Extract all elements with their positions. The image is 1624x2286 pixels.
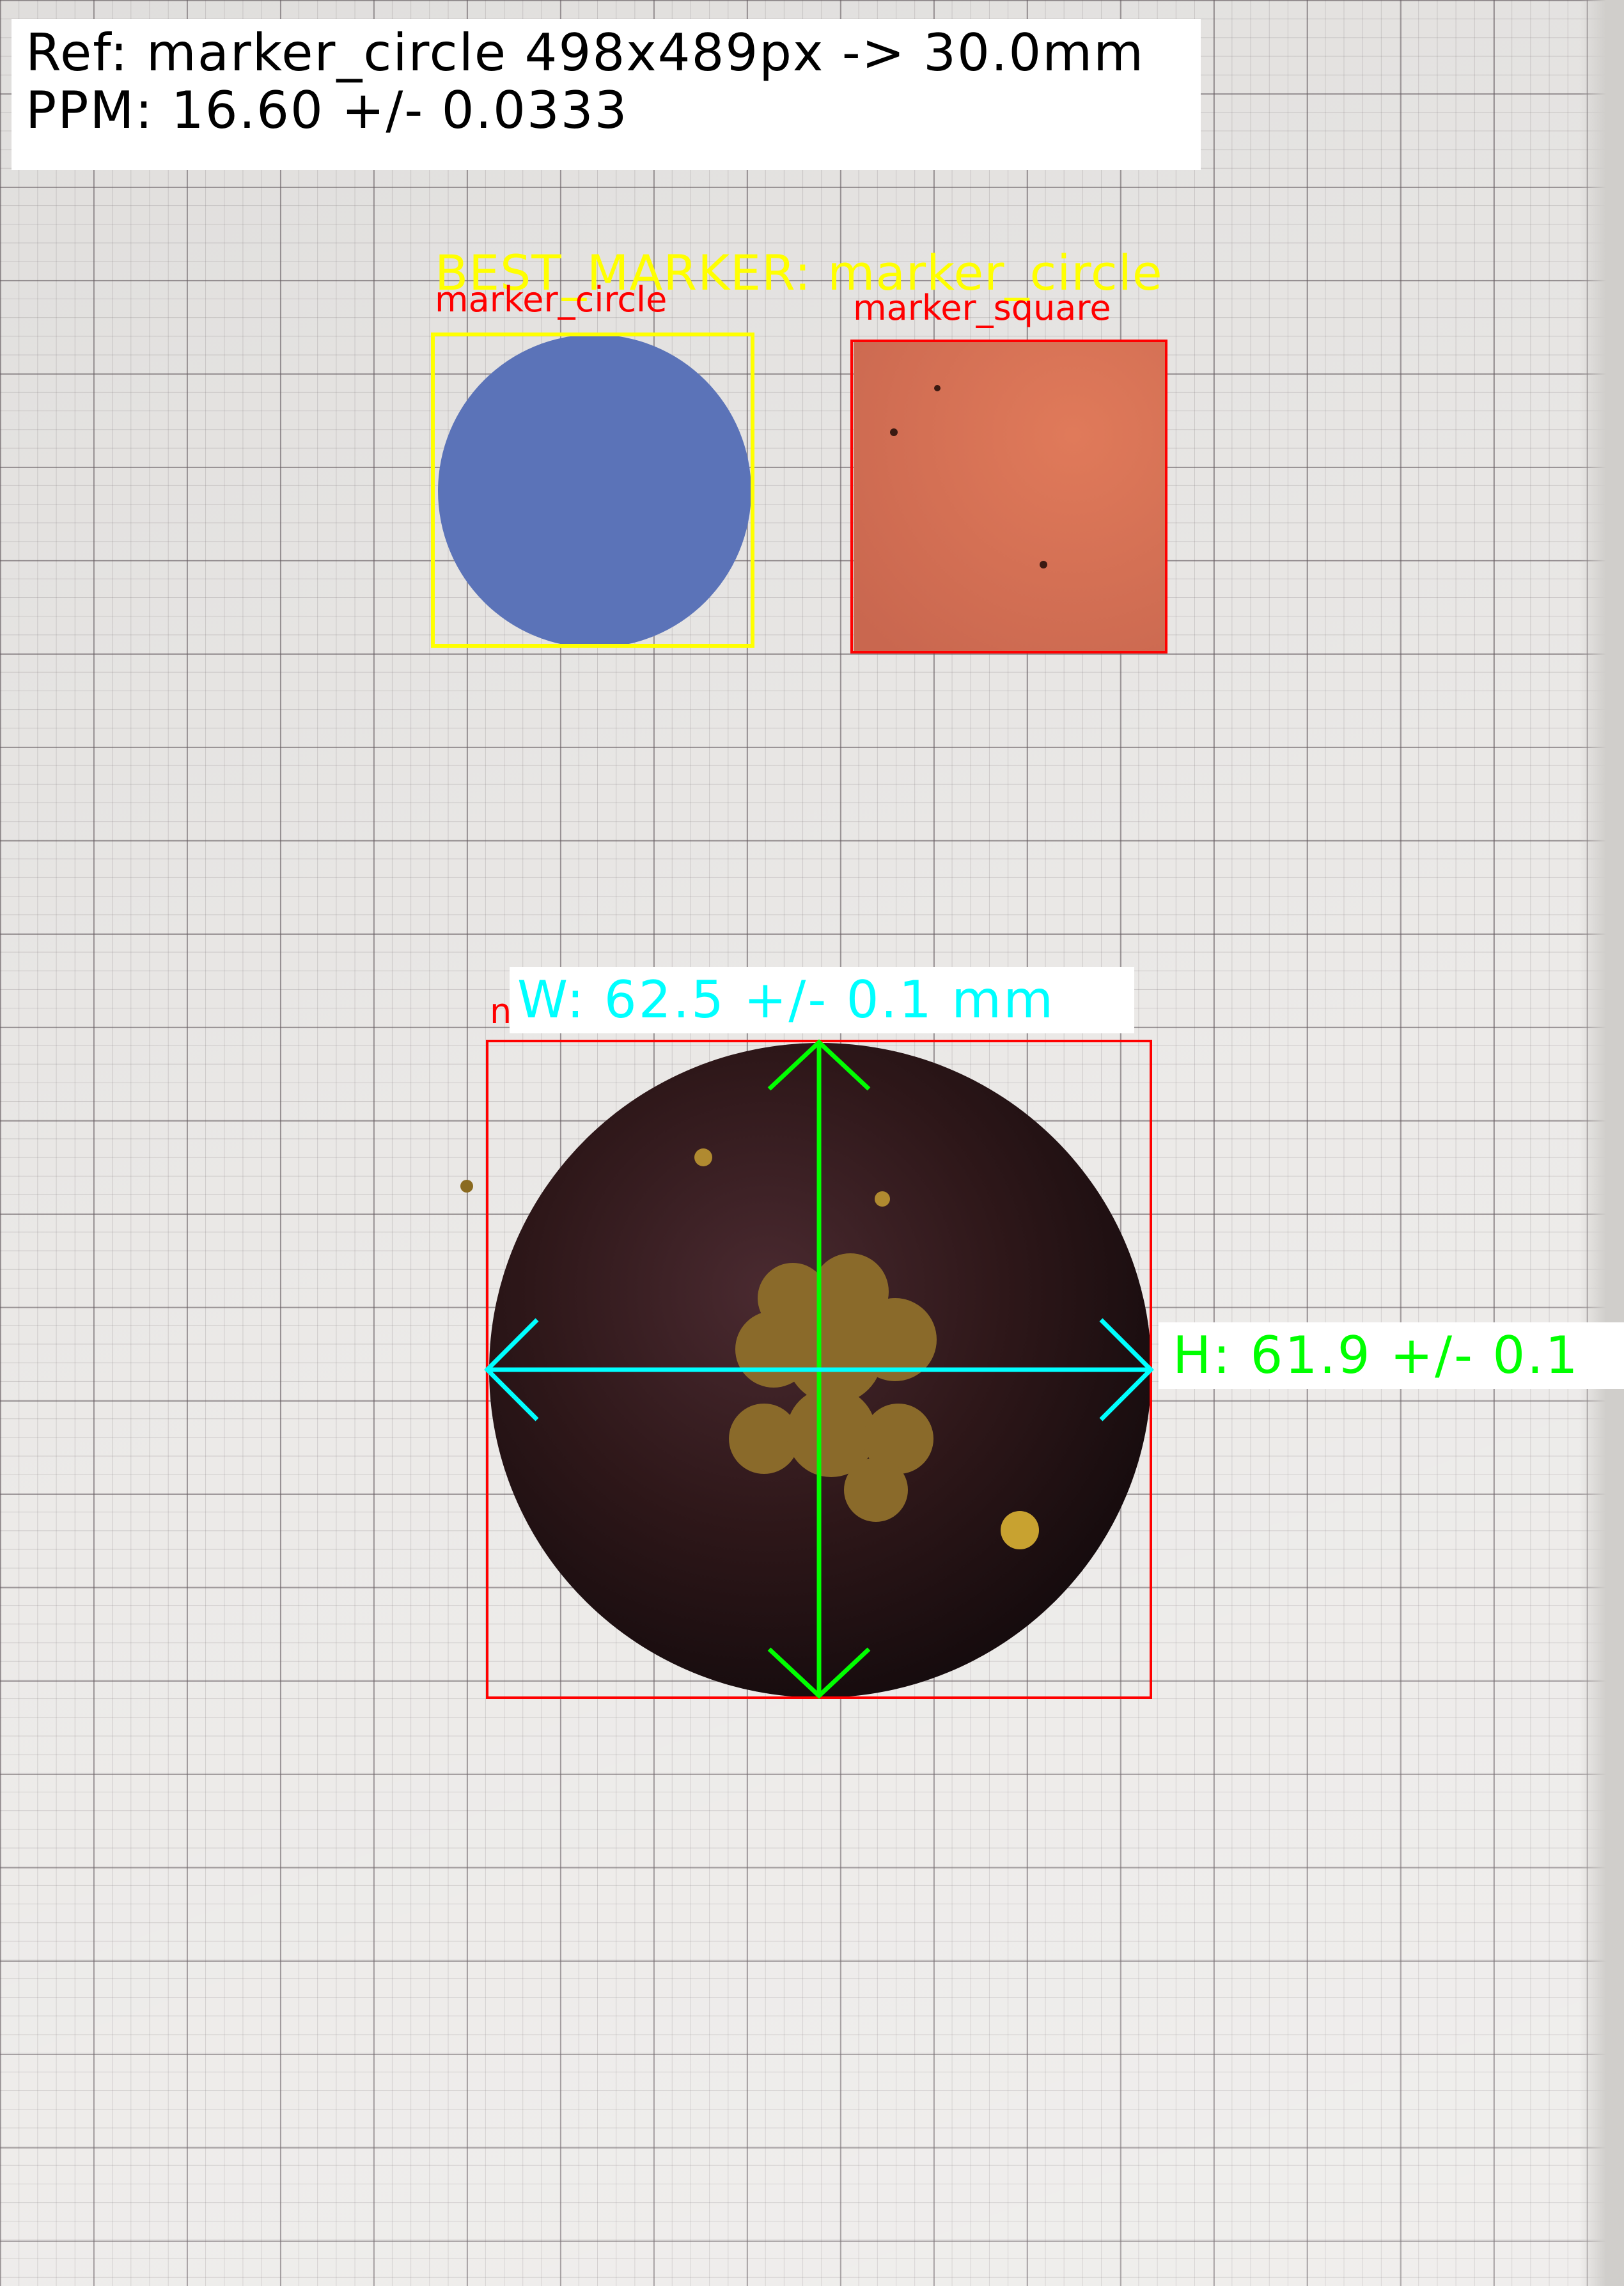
fruit-spot	[694, 1148, 712, 1166]
marker-circle-label: marker_circle	[435, 279, 668, 320]
fruit-calyx	[729, 1253, 937, 1522]
marker-square-box	[850, 340, 1167, 654]
height-measurement-label: H: 61.9 +/- 0.1	[1159, 1322, 1624, 1389]
fruit-spot	[460, 1180, 473, 1193]
best-marker-label: BEST_MARKER: marker_circle	[435, 244, 1163, 301]
width-measurement-label: W: 62.5 +/- 0.1 mm	[510, 967, 1134, 1033]
ppm-text: PPM: 16.60 +/- 0.0333	[26, 81, 629, 140]
marker-circle-box	[431, 333, 754, 648]
marker-speck	[1040, 561, 1047, 568]
reference-info-box: Ref: marker_circle 498x489px -> 30.0mm P…	[12, 19, 1201, 170]
reference-text: Ref: marker_circle 498x489px -> 30.0mm	[26, 23, 1145, 82]
paper-edge	[1579, 0, 1624, 2286]
blue-circle-marker	[438, 334, 751, 648]
fruit-spot	[875, 1191, 890, 1207]
marker-speck	[890, 428, 898, 436]
marker-speck	[934, 385, 941, 391]
marker-square-label: marker_square	[853, 288, 1111, 328]
object-box-label: n	[490, 991, 512, 1031]
orange-square-marker	[854, 342, 1167, 652]
fruit-spot	[1001, 1511, 1039, 1549]
width-arrow	[484, 1318, 1154, 1421]
